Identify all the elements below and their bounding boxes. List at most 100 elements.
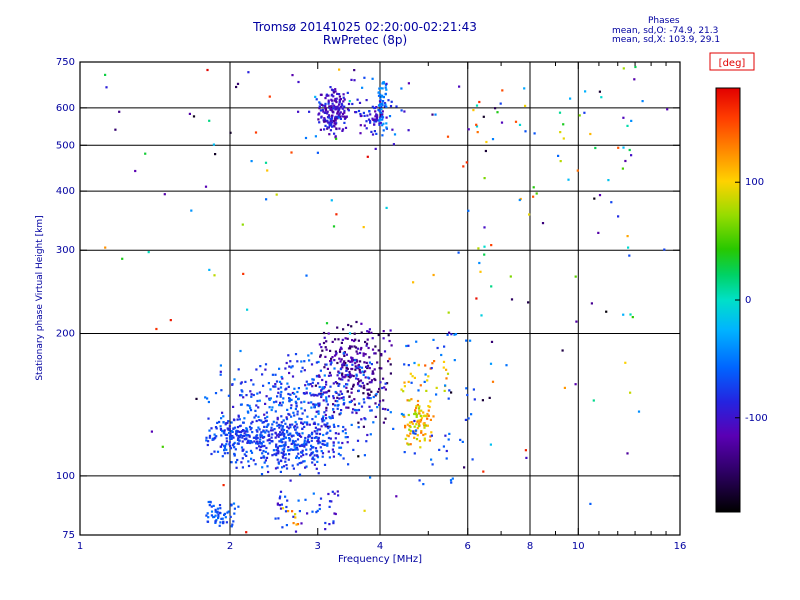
scatter-point	[315, 511, 318, 514]
scatter-point	[276, 416, 279, 419]
scatter-point	[291, 74, 294, 77]
scatter-point	[294, 513, 297, 516]
scatter-point	[355, 411, 358, 415]
y-tick-label: 400	[56, 186, 75, 197]
scatter-point	[485, 140, 488, 144]
scatter-point	[448, 331, 451, 334]
scatter-point	[626, 452, 629, 455]
scatter-point	[373, 120, 376, 123]
scatter-point	[342, 403, 345, 406]
scatter-point	[222, 431, 225, 434]
scatter-point	[359, 114, 362, 118]
scatter-point	[377, 119, 380, 122]
scatter-point	[375, 116, 379, 119]
scatter-point	[276, 395, 279, 398]
scatter-point	[221, 443, 224, 446]
scatter-point	[415, 423, 418, 426]
scatter-point	[461, 440, 464, 443]
scatter-point	[333, 354, 337, 357]
scatter-point	[357, 408, 361, 412]
scatter-point	[275, 421, 278, 424]
scatter-point	[319, 128, 322, 131]
scatter-point	[241, 436, 244, 439]
scatter-point	[418, 412, 421, 415]
scatter-point	[342, 396, 345, 399]
scatter-point	[379, 93, 382, 96]
scatter-point	[311, 385, 314, 388]
scatter-point	[344, 126, 348, 129]
scatter-point	[232, 427, 235, 430]
scatter-point	[351, 411, 354, 414]
scatter-point	[341, 430, 344, 433]
scatter-point	[302, 443, 305, 446]
scatter-point	[407, 443, 410, 446]
scatter-point	[308, 110, 311, 113]
scatter-point	[298, 444, 301, 448]
scatter-point	[214, 508, 217, 511]
scatter-point	[230, 437, 233, 440]
scatter-point	[204, 185, 208, 188]
scatter-point	[237, 505, 240, 508]
scatter-point	[416, 427, 419, 430]
scatter-point	[252, 436, 255, 439]
scatter-point	[305, 465, 308, 468]
scatter-point	[321, 386, 324, 389]
scatter-point	[339, 446, 343, 449]
scatter-point	[431, 463, 434, 466]
scatter-point	[332, 522, 335, 525]
scatter-point	[251, 431, 254, 434]
scatter-point	[325, 396, 328, 399]
scatter-point	[278, 404, 281, 407]
scatter-point	[304, 498, 307, 501]
scatter-point	[249, 406, 252, 410]
scatter-point	[280, 415, 283, 418]
scatter-point	[370, 381, 373, 384]
scatter-point	[331, 490, 334, 493]
scatter-point	[329, 129, 332, 132]
scatter-point	[278, 380, 282, 383]
scatter-point	[359, 124, 362, 127]
scatter-point	[316, 429, 319, 432]
scatter-point	[342, 398, 345, 401]
scatter-point	[301, 427, 304, 430]
scatter-point	[312, 393, 315, 396]
scatter-point	[465, 339, 468, 342]
scatter-point	[295, 444, 298, 447]
scatter-point	[332, 91, 335, 94]
cluster-bottom-mid-group	[274, 490, 340, 533]
stats-header: Phases	[648, 16, 680, 26]
scatter-point	[324, 124, 327, 127]
scatter-point	[118, 110, 121, 113]
scatter-point	[288, 397, 291, 401]
scatter-point	[236, 458, 239, 462]
y-tick-label: 100	[56, 471, 75, 482]
scatter-point	[217, 513, 220, 516]
scatter-point	[314, 95, 317, 98]
scatter-point	[249, 449, 253, 452]
scatter-point	[628, 148, 631, 152]
scatter-point	[331, 89, 334, 92]
scatter-point	[373, 106, 376, 110]
scatter-point	[376, 406, 379, 409]
scatter-point	[262, 384, 265, 387]
scatter-point	[343, 117, 347, 120]
scatter-point	[402, 413, 405, 416]
scatter-point	[318, 504, 321, 507]
scatter-point	[574, 275, 577, 278]
scatter-point	[373, 368, 376, 371]
scatter-point	[610, 201, 613, 204]
scatter-point	[663, 248, 666, 251]
scatter-point	[374, 345, 377, 348]
scatter-point	[239, 349, 242, 353]
scatter-point	[247, 71, 250, 74]
scatter-point	[312, 422, 315, 425]
scatter-point	[285, 416, 288, 419]
scatter-point	[418, 419, 421, 422]
scatter-point	[341, 104, 344, 107]
scatter-point	[297, 443, 300, 446]
scatter-point	[318, 343, 321, 346]
scatter-point	[319, 441, 322, 444]
scatter-point	[380, 367, 383, 370]
scatter-point	[561, 349, 564, 352]
